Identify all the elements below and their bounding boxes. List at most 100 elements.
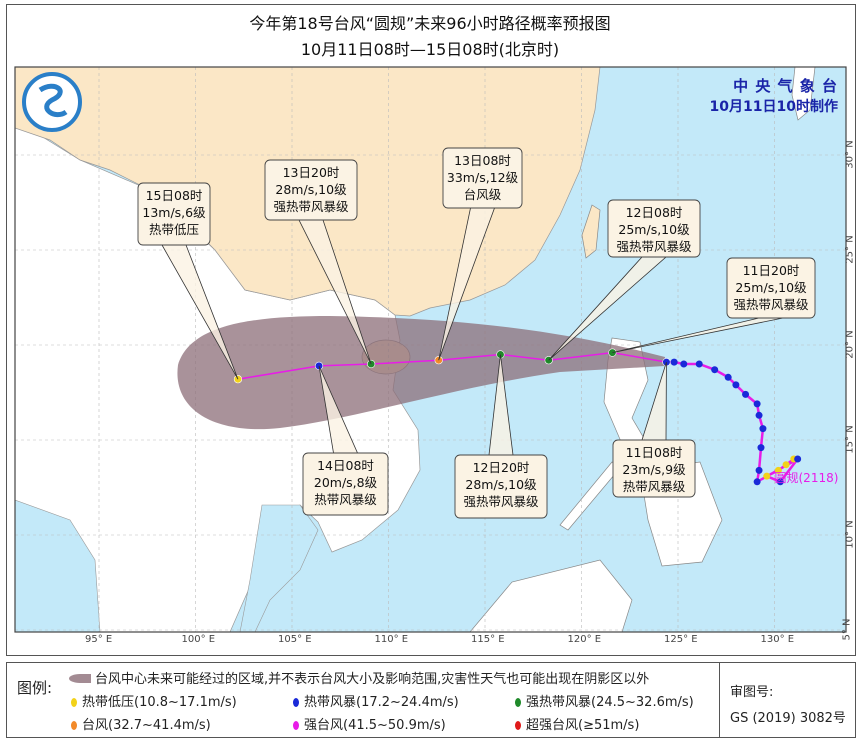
- callout-time: 11日20时: [743, 263, 800, 278]
- lat-tick-label: 10° N: [844, 520, 856, 549]
- taiwan-island: [581, 204, 601, 259]
- legend-item-ty: 台风(32.7~41.4m/s): [71, 714, 211, 733]
- lat-tick-label: 30° N: [844, 140, 856, 169]
- storm-name-label: 圆规(2118): [775, 470, 839, 485]
- callout-box: [442, 147, 523, 209]
- callout-box: [612, 439, 696, 498]
- callout-time: 13日20时: [283, 165, 340, 180]
- typhoon-symbol-icon: [515, 698, 521, 707]
- legend: 图例: 台风中心未来可能经过的区域,并不表示台风大小及影响范围,灾害性天气也可能…: [6, 662, 856, 738]
- lon-tick-label: 110° E: [374, 634, 409, 645]
- typhoon-symbol-icon: [71, 698, 77, 707]
- past-position-marker: [774, 466, 782, 474]
- lon-tick-label: 130° E: [760, 634, 795, 645]
- callout-time: 11日08时: [626, 445, 683, 460]
- map-canvas: 11日08时23m/s,9级热带风暴级11日20时25m/s,10级强热带风暴级…: [14, 66, 847, 633]
- legend-item-sts: 强热带风暴(24.5~32.6m/s): [515, 691, 694, 710]
- cone-note: 台风中心未来可能经过的区域,并不表示台风大小及影响范围,灾害性天气也可能出现在阴…: [95, 672, 650, 687]
- probability-cone: [177, 316, 665, 430]
- lon-tick-label: 125° E: [664, 634, 698, 645]
- kyushu: [791, 67, 816, 121]
- cone-swatch-icon: [69, 674, 91, 683]
- borneo: [469, 559, 633, 632]
- past-position-marker: [753, 400, 761, 408]
- past-position-marker: [711, 366, 719, 374]
- callout-wind: 28m/s,10级: [275, 182, 347, 197]
- past-position-marker: [757, 444, 765, 452]
- callout-box: [137, 182, 211, 246]
- track-layer: [233, 348, 802, 486]
- map-frame: [6, 4, 856, 656]
- callout-level: 热带风暴级: [314, 492, 377, 507]
- legend-item-ts: 热带风暴(17.2~24.4m/s): [293, 691, 459, 710]
- legend-item-label: 强热带风暴(24.5~32.6m/s): [526, 695, 694, 710]
- callout-level: 强热带风暴级: [733, 297, 809, 312]
- callout-wind: 33m/s,12级: [447, 170, 519, 185]
- cma-logo: [22, 72, 82, 132]
- callout-box: [264, 159, 358, 221]
- legend-item-label: 热带风暴(17.2~24.4m/s): [304, 695, 459, 710]
- agency-name: 中 央 气 象 台: [733, 77, 838, 95]
- past-position-marker: [763, 472, 771, 480]
- forecast-track-line: [237, 351, 667, 380]
- callout-time: 13日08时: [454, 153, 511, 168]
- map-subtitle: 10月11日08时—15日08时(北京时): [300, 40, 560, 59]
- past-position-marker: [755, 411, 763, 419]
- callout-level: 强热带风暴级: [463, 494, 539, 509]
- legend-item-sty: 强台风(41.5~50.9m/s): [293, 714, 446, 733]
- legend-item-superty: 超强台风(≥51m/s): [515, 714, 639, 733]
- lon-tick-label: 120° E: [567, 634, 602, 645]
- callout-wind: 13m/s,6级: [142, 205, 206, 220]
- callout-level: 强热带风暴级: [616, 239, 692, 254]
- lat-tick-label: 20° N: [844, 330, 856, 359]
- legend-title: 图例:: [17, 679, 53, 697]
- past-position-marker: [742, 390, 750, 398]
- typhoon-symbol-icon: [515, 721, 521, 730]
- callout-layer: 11日08时23m/s,9级热带风暴级11日20时25m/s,10级强热带风暴级…: [137, 147, 816, 519]
- typhoon-symbol-icon: [293, 721, 299, 730]
- legend-item-label: 台风(32.7~41.4m/s): [82, 718, 211, 733]
- lat-tick-label: 5° N: [841, 618, 853, 641]
- callout-wind: 28m/s,10级: [465, 477, 537, 492]
- callout-time: 12日08时: [626, 205, 683, 220]
- lon-tick-label: 95° E: [85, 634, 113, 645]
- callout-time: 15日08时: [146, 188, 203, 203]
- lat-tick-label: 25° N: [844, 235, 856, 264]
- past-position-marker: [782, 461, 790, 469]
- map-title: 今年第18号台风“圆规”未来96小时路径概率预报图: [249, 14, 611, 33]
- issue-time: 10月11日10时制作: [709, 99, 838, 115]
- past-position-marker: [755, 466, 763, 474]
- past-position-marker: [670, 358, 678, 366]
- approval-box: 审图号: GS (2019) 3082号: [719, 663, 856, 737]
- callout-time: 14日08时: [317, 458, 374, 473]
- callout-box: [454, 454, 548, 519]
- callout-box: [607, 199, 701, 258]
- legend-item-label: 热带低压(10.8~17.1m/s): [82, 695, 237, 710]
- approval-label: 审图号:: [730, 685, 774, 700]
- lon-tick-label: 100° E: [181, 634, 216, 645]
- legend-item-td: 热带低压(10.8~17.1m/s): [71, 691, 237, 710]
- past-position-marker: [695, 360, 703, 368]
- callout-time: 12日20时: [473, 460, 530, 475]
- callout-wind: 20m/s,8级: [314, 475, 378, 490]
- callout-level: 热带低压: [149, 222, 199, 237]
- legend-item-label: 强台风(41.5~50.9m/s): [304, 718, 446, 733]
- andaman-sea: [15, 499, 101, 632]
- callout-wind: 25m/s,10级: [735, 280, 807, 295]
- past-position-marker: [753, 478, 761, 486]
- past-position-marker: [794, 455, 802, 463]
- callout-wind: 23m/s,9级: [622, 462, 686, 477]
- legend-cone: 台风中心未来可能经过的区域,并不表示台风大小及影响范围,灾害性天气也可能出现在阴…: [69, 668, 649, 687]
- typhoon-symbol-icon: [293, 698, 299, 707]
- map-border: [14, 66, 847, 633]
- typhoon-symbol-icon: [71, 721, 77, 730]
- lon-tick-label: 115° E: [471, 634, 505, 645]
